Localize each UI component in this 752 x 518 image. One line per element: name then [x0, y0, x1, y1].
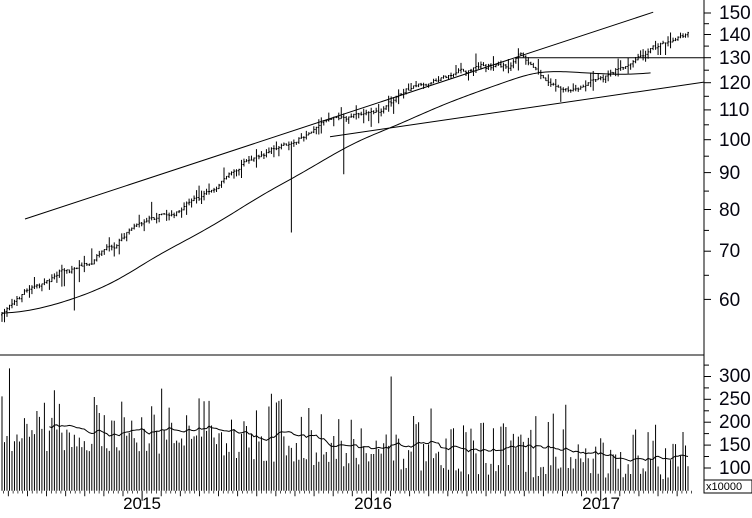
svg-text:150: 150 — [719, 435, 751, 456]
svg-text:100: 100 — [719, 458, 751, 479]
svg-text:x10000: x10000 — [706, 481, 742, 493]
svg-text:90: 90 — [719, 163, 740, 184]
svg-text:100: 100 — [719, 130, 751, 151]
svg-text:140: 140 — [719, 25, 751, 46]
svg-text:2016: 2016 — [354, 494, 392, 513]
svg-text:110: 110 — [719, 100, 749, 121]
svg-text:150: 150 — [719, 3, 751, 24]
svg-text:80: 80 — [719, 200, 740, 221]
svg-text:70: 70 — [719, 241, 740, 262]
svg-text:250: 250 — [719, 389, 751, 410]
svg-text:130: 130 — [719, 48, 751, 69]
svg-text:2017: 2017 — [582, 494, 620, 513]
svg-text:200: 200 — [719, 412, 751, 433]
svg-text:300: 300 — [719, 366, 751, 387]
svg-text:2015: 2015 — [123, 494, 161, 513]
svg-text:60: 60 — [719, 290, 740, 311]
svg-text:120: 120 — [719, 73, 751, 94]
